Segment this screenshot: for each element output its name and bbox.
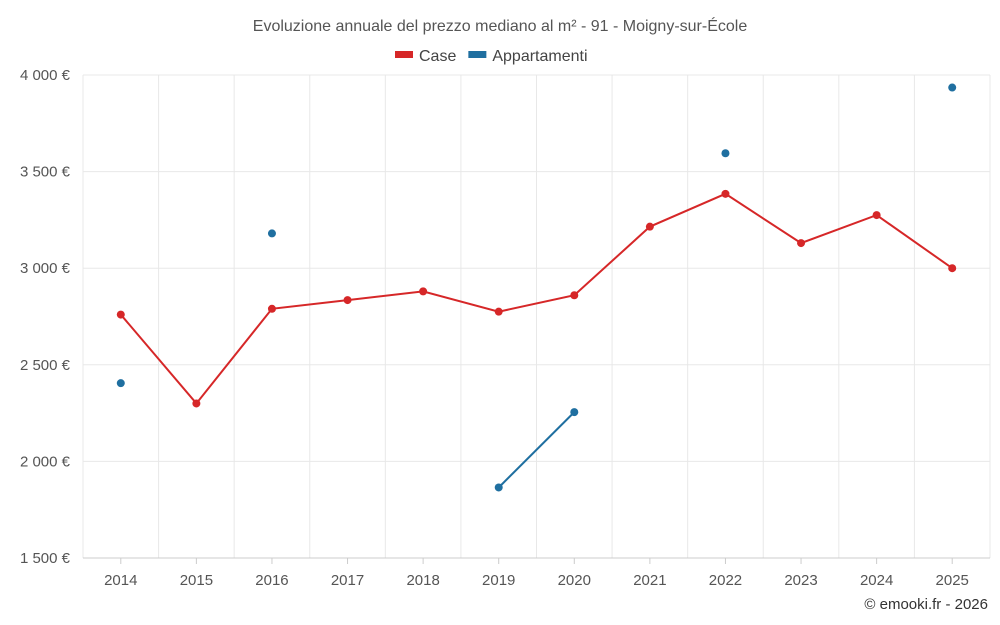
y-axis: 1 500 € 2 000 € 2 500 € 3 000 € 3 500 € 4 000… — [20, 67, 71, 567]
legend-swatch — [468, 51, 487, 58]
series-layer — [116, 83, 957, 492]
data-point[interactable] — [267, 229, 276, 238]
y-tick-label: 1 500 € — [20, 550, 71, 567]
data-point[interactable] — [116, 310, 125, 319]
x-axis: 2014 2015 2016 2017 2018 2019 2020 2021 2022 2023… — [83, 557, 990, 589]
x-tick-label: 2014 — [104, 572, 137, 589]
data-point[interactable] — [721, 189, 730, 198]
data-point[interactable] — [116, 379, 125, 388]
legend-swatch — [395, 51, 413, 58]
series-line — [120, 192, 953, 406]
grid — [82, 74, 991, 559]
x-tick-label: 2020 — [558, 572, 591, 589]
x-tick-label: 2018 — [406, 572, 439, 589]
data-point[interactable] — [494, 483, 503, 492]
x-tick-label: 2015 — [180, 572, 213, 589]
credit-text: © emooki.fr - 2026 — [864, 596, 988, 613]
data-point[interactable] — [721, 149, 730, 158]
data-point[interactable] — [267, 304, 276, 313]
data-point[interactable] — [570, 291, 579, 300]
series-case — [116, 189, 957, 408]
data-point[interactable] — [872, 211, 881, 220]
x-tick-label: 2025 — [936, 572, 969, 589]
data-point[interactable] — [570, 408, 579, 417]
data-point[interactable] — [948, 83, 957, 92]
series-appartamenti — [116, 83, 957, 492]
y-tick-label: 3 500 € — [20, 164, 71, 181]
data-point[interactable] — [948, 264, 957, 273]
chart-title: Evoluzione annuale del prezzo mediano al… — [253, 16, 748, 35]
data-point[interactable] — [494, 307, 503, 316]
x-tick-label: 2022 — [709, 572, 742, 589]
data-point[interactable] — [192, 399, 201, 408]
data-point[interactable] — [645, 222, 654, 231]
legend-label[interactable]: Case — [419, 48, 456, 65]
legend: Case Appartamenti — [395, 48, 588, 65]
y-tick-label: 2 000 € — [20, 453, 71, 470]
x-tick-label: 2017 — [331, 572, 364, 589]
x-tick-label: 2024 — [860, 572, 893, 589]
x-tick-label: 2021 — [633, 572, 666, 589]
data-point[interactable] — [419, 287, 428, 296]
data-point[interactable] — [797, 239, 806, 248]
x-tick-label: 2019 — [482, 572, 515, 589]
y-tick-label: 3 000 € — [20, 260, 71, 277]
data-point[interactable] — [343, 296, 352, 305]
series-line — [498, 411, 575, 489]
y-tick-label: 2 500 € — [20, 357, 71, 374]
y-tick-label: 4 000 € — [20, 67, 71, 84]
x-tick-label: 2023 — [784, 572, 817, 589]
x-tick-label: 2016 — [255, 572, 288, 589]
legend-label[interactable]: Appartamenti — [492, 48, 587, 65]
